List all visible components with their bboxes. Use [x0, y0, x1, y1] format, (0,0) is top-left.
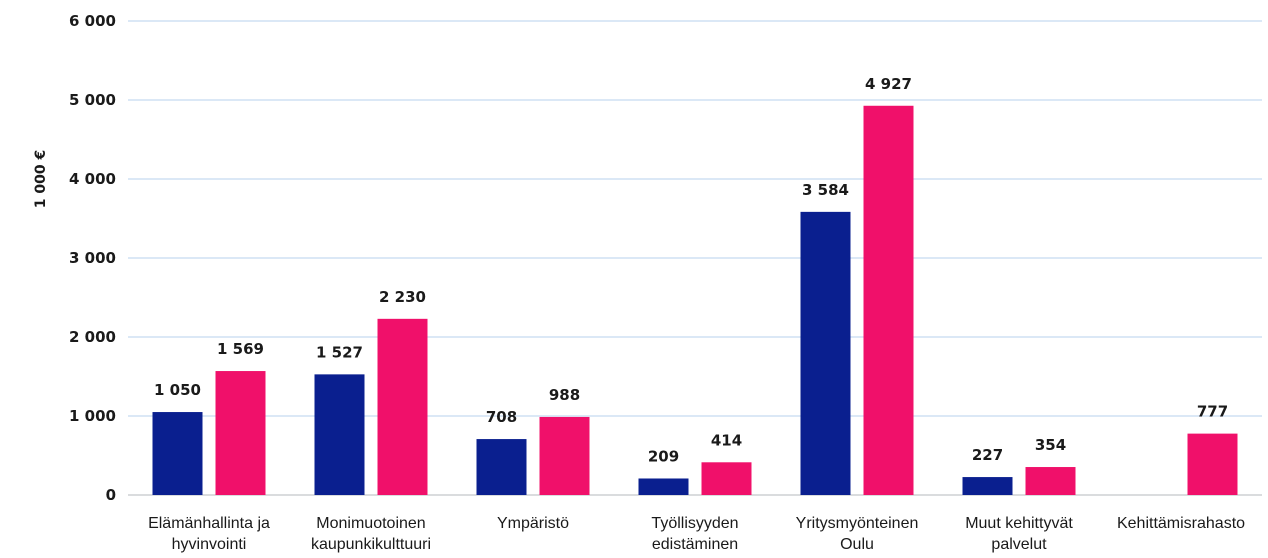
data-label: 1 527 — [316, 343, 363, 361]
data-label: 708 — [486, 408, 517, 426]
y-axis: 0 1 000 2 000 3 000 4 000 5 000 6 000 — [69, 12, 116, 504]
data-label: 209 — [648, 447, 679, 465]
y-tick-label: 1 000 — [69, 407, 116, 425]
bar — [800, 211, 851, 495]
x-tick-label: palvelut — [991, 536, 1047, 553]
bar — [701, 462, 752, 495]
data-label: 4 927 — [865, 75, 912, 93]
data-label: 2 230 — [379, 288, 426, 306]
y-tick-label: 3 000 — [69, 249, 116, 267]
data-label: 777 — [1197, 403, 1228, 421]
y-tick-label: 0 — [106, 486, 116, 504]
x-tick-label: Elämänhallinta ja — [148, 515, 270, 532]
bar — [152, 412, 203, 495]
data-label: 354 — [1035, 436, 1066, 454]
bar — [962, 477, 1013, 495]
x-tick-label: Työllisyyden — [651, 515, 738, 532]
data-label: 414 — [711, 431, 742, 449]
x-tick-label: kaupunkikulttuuri — [311, 536, 431, 553]
y-tick-label: 2 000 — [69, 328, 116, 346]
data-label: 1 569 — [217, 340, 264, 358]
data-label: 227 — [972, 446, 1003, 464]
bar — [1187, 433, 1238, 495]
x-tick-label: hyvinvointi — [172, 536, 247, 553]
x-tick-label: edistäminen — [652, 536, 738, 553]
bar — [1025, 467, 1076, 495]
x-tick-label: Oulu — [840, 536, 874, 553]
x-tick-label: Yritysmyönteinen — [796, 515, 919, 532]
y-axis-label: 1 000 € — [33, 150, 49, 208]
bar — [476, 439, 527, 495]
bar — [314, 374, 365, 495]
gridlines — [128, 20, 1262, 496]
x-tick-label: Kehittämisrahasto — [1117, 515, 1245, 532]
data-label: 988 — [549, 386, 580, 404]
bars: 1 050 1 569 1 527 2 230 708 988 209 414 3 584 4 9… — [152, 75, 1238, 495]
x-tick-label: Ympäristö — [497, 515, 569, 532]
bar — [863, 105, 914, 495]
bar — [638, 478, 689, 495]
bar — [215, 371, 266, 495]
y-tick-label: 4 000 — [69, 170, 116, 188]
data-label: 3 584 — [802, 181, 849, 199]
bar — [377, 318, 428, 495]
y-tick-label: 6 000 — [69, 12, 116, 30]
y-tick-label: 5 000 — [69, 91, 116, 109]
x-tick-label: Muut kehittyvät — [965, 515, 1073, 532]
data-label: 1 050 — [154, 381, 201, 399]
x-tick-label: Monimuotoinen — [316, 515, 425, 532]
bar — [539, 416, 590, 495]
x-axis: Elämänhallinta ja hyvinvointi Monimuotoine… — [148, 515, 1245, 553]
